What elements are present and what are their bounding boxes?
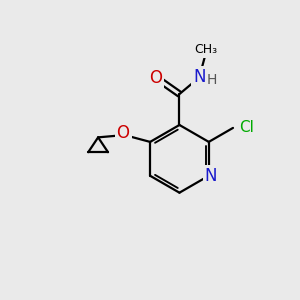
Text: O: O — [149, 69, 162, 87]
Text: Cl: Cl — [239, 119, 254, 134]
Text: N: N — [193, 68, 206, 86]
Text: N: N — [205, 167, 217, 185]
Text: O: O — [117, 124, 130, 142]
Text: CH₃: CH₃ — [194, 43, 217, 56]
Text: H: H — [206, 73, 217, 87]
